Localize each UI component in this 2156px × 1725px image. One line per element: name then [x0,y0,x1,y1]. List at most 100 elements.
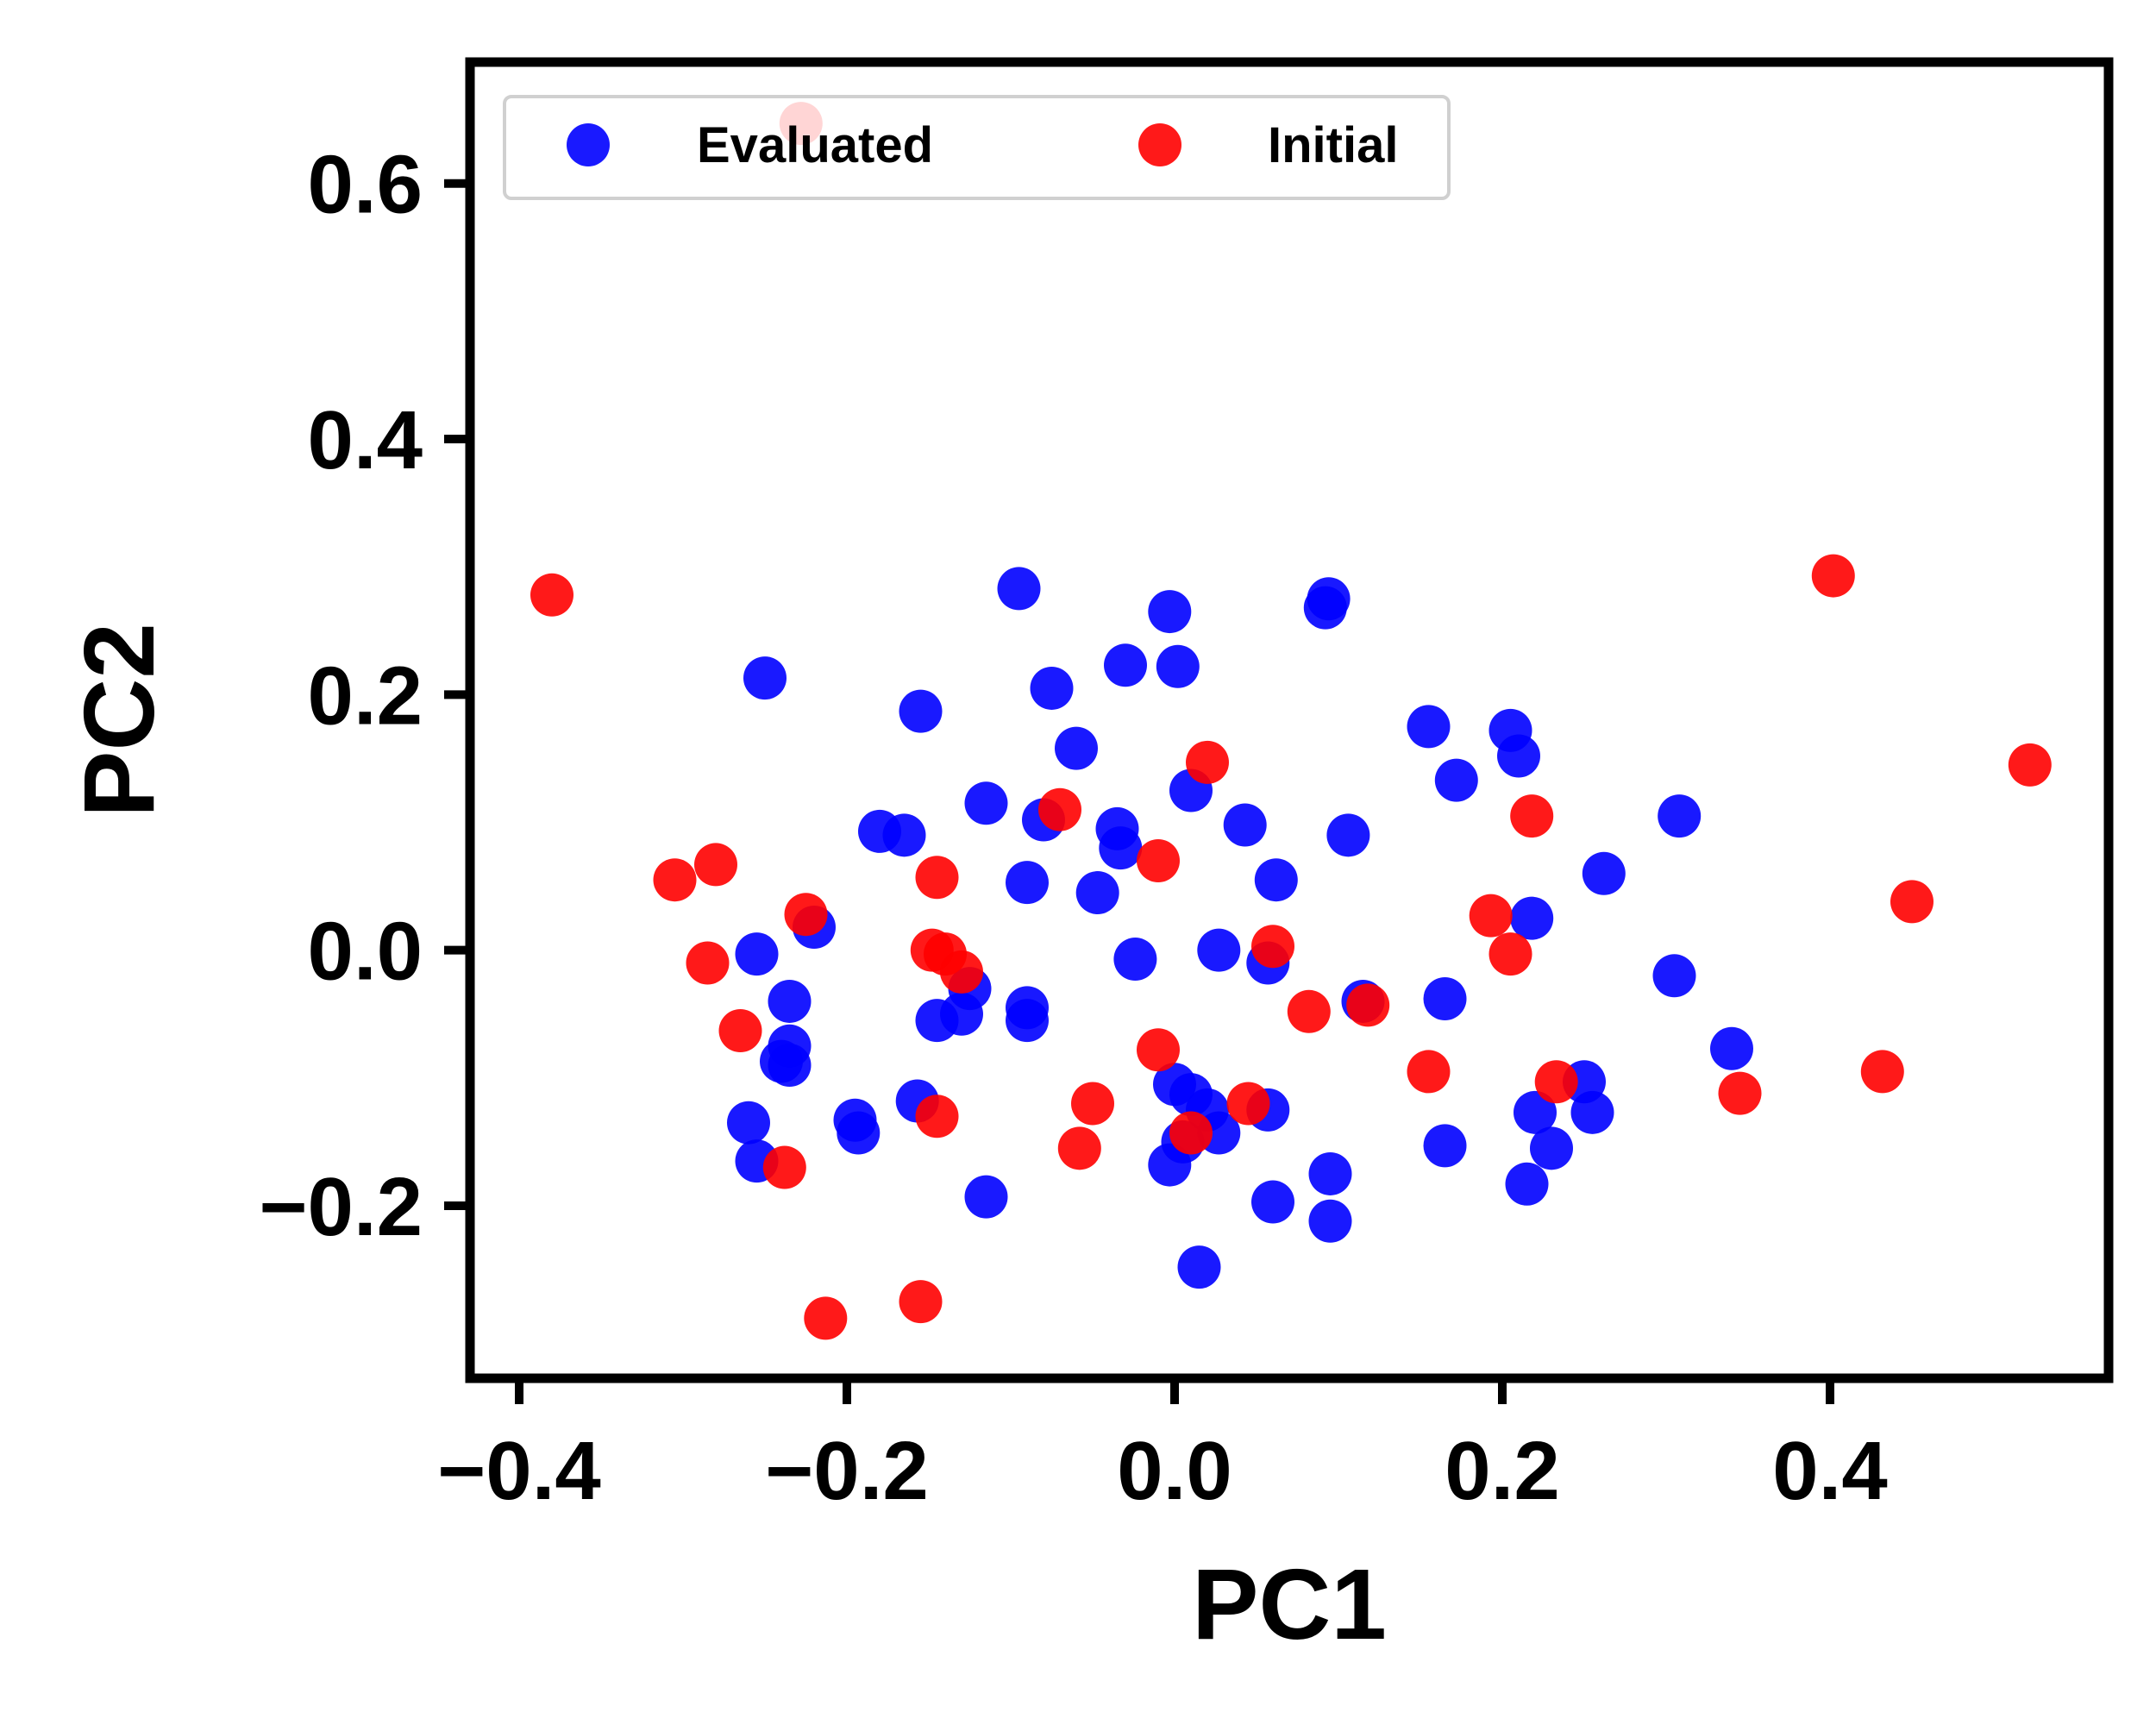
initial-point [718,1009,762,1053]
initial-point [1137,1028,1180,1072]
initial-point [1407,1050,1451,1094]
initial-point [1226,1082,1270,1126]
initial-point [1890,880,1934,924]
initial-point [1534,1060,1578,1104]
legend-box [503,95,1451,200]
evaluated-point [1658,794,1702,838]
y-tick-label: −0.2 [259,1161,423,1253]
evaluated-point [1251,1180,1294,1224]
initial-point [940,950,983,994]
evaluated-point [1423,976,1467,1020]
initial-point [1038,787,1081,831]
evaluated-point [1156,644,1200,688]
initial-point [1469,894,1513,938]
evaluated-point [915,999,959,1043]
x-tick-label: 0.0 [1117,1425,1232,1517]
evaluated-point [1407,705,1451,749]
initial-point [915,856,959,900]
initial-point [1071,1082,1114,1126]
evaluated-point [1148,1143,1192,1187]
evaluated-point [1307,577,1351,621]
initial-point [1860,1050,1904,1094]
evaluated-point [1434,758,1478,802]
initial-point [694,843,737,887]
evaluated-point [1113,938,1157,982]
evaluated-point [1497,734,1540,778]
evaluated-point [1308,1151,1352,1195]
evaluated-point [1570,1090,1614,1134]
evaluated-point [837,1111,881,1155]
y-tick-label: 0.0 [308,906,423,998]
evaluated-point [1510,896,1554,940]
initial-point [653,858,697,902]
evaluated-point [1423,1124,1467,1168]
evaluated-point [1652,954,1696,998]
evaluated-point [1104,643,1147,687]
initial-point [762,1145,806,1189]
evaluated-point [1148,590,1192,634]
initial-point [784,893,828,937]
initial-point [1251,925,1294,969]
evaluated-point [727,1101,770,1145]
x-axis-label: PC1 [1192,1548,1387,1660]
initial-point [686,941,730,985]
legend-marker-evaluated [567,123,610,166]
initial-point [530,573,573,617]
y-tick-label: 0.6 [308,139,423,231]
evaluated-point [1055,726,1098,770]
y-axis-label: PC2 [63,623,175,818]
initial-point [1057,1126,1101,1170]
points-layer [530,102,2052,1340]
x-tick-label: −0.4 [437,1425,601,1517]
initial-point [1489,932,1532,976]
evaluated-point [1030,666,1074,710]
evaluated-point [768,979,812,1023]
evaluated-point [1177,1245,1221,1289]
legend-label-evaluated: Evaluated [697,117,933,173]
initial-point [804,1296,848,1340]
legend-label-initial: Initial [1268,117,1398,173]
evaluated-point [1514,1090,1557,1134]
evaluated-point [768,1044,812,1088]
evaluated-point [964,781,1008,825]
initial-point [1510,794,1554,838]
y-tick-label: 0.2 [308,649,423,742]
initial-point [899,1280,943,1324]
initial-point [1346,983,1390,1027]
ticks-layer: −0.4 −0.2 0.0 0.2 0.4 −0.2 0.0 0.2 0.4 0.6 [259,139,1887,1517]
x-tick-label: 0.2 [1445,1425,1559,1517]
y-tick-label: 0.4 [308,394,423,486]
evaluated-point [1223,803,1267,847]
evaluated-point [1006,861,1049,905]
x-tick-label: −0.2 [765,1425,929,1517]
evaluated-point [1710,1026,1753,1070]
evaluated-point [1006,999,1049,1043]
initial-point [1137,838,1180,882]
evaluated-point [964,1175,1008,1219]
evaluated-point [1530,1126,1573,1170]
initial-point [1169,1111,1213,1155]
evaluated-point [735,932,779,976]
legend-marker-initial [1138,123,1181,166]
evaluated-point [997,567,1041,611]
evaluated-point [1197,928,1241,972]
evaluated-point [1099,826,1143,870]
initial-point [1811,554,1855,598]
initial-point [1186,740,1229,784]
plot-frame [465,57,2114,1383]
evaluated-point [882,813,926,857]
evaluated-point [1308,1199,1352,1243]
legend: Evaluated Initial [503,95,1451,200]
initial-point [1287,989,1331,1033]
evaluated-point [1326,813,1370,857]
evaluated-point [1582,851,1626,895]
initial-point [915,1095,959,1138]
initial-point [2008,743,2052,787]
evaluated-point [1505,1162,1549,1206]
x-tick-label: 0.4 [1772,1425,1887,1517]
evaluated-point [1254,858,1298,902]
evaluated-point [1075,871,1119,915]
evaluated-point [743,656,787,700]
evaluated-point [899,689,943,733]
